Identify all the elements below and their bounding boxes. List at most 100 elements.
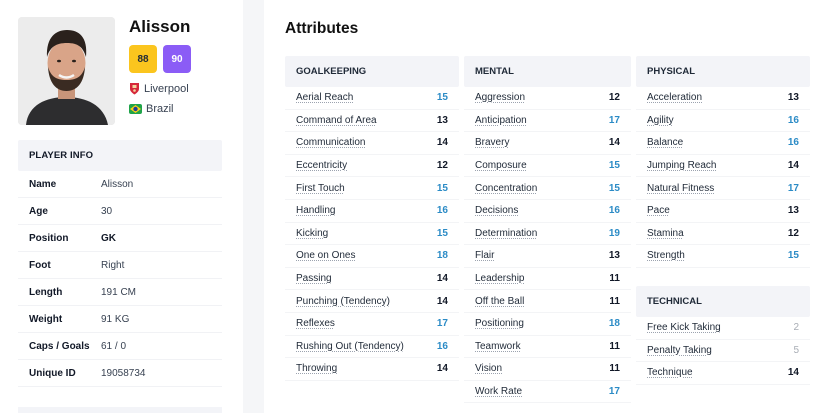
attribute-row[interactable]: Positioning 18	[464, 313, 631, 336]
attribute-row[interactable]: Off the Ball 11	[464, 290, 631, 313]
attribute-row[interactable]: Work Rate 17	[464, 381, 631, 404]
attribute-name-link[interactable]: Jumping Reach	[647, 160, 717, 172]
attribute-row[interactable]: Reflexes 17	[285, 313, 459, 336]
info-label: Unique ID	[29, 367, 76, 379]
attribute-name-link[interactable]: Positioning	[475, 318, 524, 330]
attribute-row[interactable]: Free Kick Taking 2	[636, 317, 810, 340]
attribute-name-link[interactable]: Balance	[647, 137, 684, 149]
attribute-name-link[interactable]: Acceleration	[647, 92, 703, 104]
attribute-name-link[interactable]: Agility	[647, 114, 674, 126]
attribute-name-link[interactable]: Anticipation	[475, 114, 527, 126]
info-row-age: Age 30	[18, 198, 222, 225]
attribute-row[interactable]: Decisions 16	[464, 200, 631, 223]
attribute-name-link[interactable]: Stamina	[647, 227, 684, 239]
attribute-row[interactable]: Passing 14	[285, 268, 459, 291]
attribute-name-link[interactable]: Vision	[475, 363, 503, 375]
info-row-weight: Weight 91 KG	[18, 306, 222, 333]
attribute-name-link[interactable]: First Touch	[296, 182, 345, 194]
attribute-name-link[interactable]: One on Ones	[296, 250, 356, 262]
attribute-value: 15	[436, 92, 448, 104]
attribute-row[interactable]: Handling 16	[285, 200, 459, 223]
attribute-value: 17	[436, 318, 448, 330]
attribute-name-link[interactable]: Concentration	[475, 182, 538, 194]
attribute-name-link[interactable]: Aggression	[475, 92, 526, 104]
attribute-name-link[interactable]: Leadership	[475, 273, 525, 285]
attribute-name-link[interactable]: Natural Fitness	[647, 182, 715, 194]
goalkeeping-column: GOALKEEPING Aerial Reach 15 Command of Are…	[285, 56, 459, 381]
attribute-name-link[interactable]: Flair	[475, 250, 495, 262]
attribute-name-link[interactable]: Bravery	[475, 137, 510, 149]
player-name: Alisson	[129, 17, 191, 36]
attribute-row[interactable]: Throwing 14	[285, 358, 459, 381]
attribute-name-link[interactable]: Pace	[647, 205, 670, 217]
attribute-name-link[interactable]: Penalty Taking	[647, 344, 712, 356]
attribute-row[interactable]: Anticipation 17	[464, 110, 631, 133]
attribute-row[interactable]: Teamwork 11	[464, 336, 631, 359]
attribute-name-link[interactable]: Work Rate	[475, 386, 523, 398]
attribute-name-link[interactable]: Strength	[647, 250, 685, 262]
attribute-name-link[interactable]: Punching (Tendency)	[296, 295, 390, 307]
physical-list: Acceleration 13 Agility 16 Balance 16 Jumping …	[636, 87, 810, 268]
technical-list: Free Kick Taking 2 Penalty Taking 5 Techniqu…	[636, 317, 810, 385]
attribute-name-link[interactable]: Aerial Reach	[296, 92, 354, 104]
attribute-name-link[interactable]: Decisions	[475, 205, 519, 217]
attribute-name-link[interactable]: Reflexes	[296, 318, 335, 330]
attribute-name-link[interactable]: Eccentricity	[296, 160, 348, 172]
attribute-row[interactable]: Vision 11	[464, 358, 631, 381]
attribute-name-link[interactable]: Communication	[296, 137, 366, 149]
attribute-name-link[interactable]: Teamwork	[475, 340, 521, 352]
attribute-value: 13	[787, 92, 799, 104]
info-label: Weight	[29, 313, 63, 325]
attribute-name-link[interactable]: Command of Area	[296, 114, 377, 126]
attribute-row[interactable]: Flair 13	[464, 245, 631, 268]
info-value: Alisson	[101, 178, 134, 190]
attribute-row[interactable]: Eccentricity 12	[285, 155, 459, 178]
attribute-row[interactable]: First Touch 15	[285, 177, 459, 200]
attribute-name-link[interactable]: Determination	[475, 227, 538, 239]
attribute-value: 15	[608, 160, 620, 172]
nation-link[interactable]: Brazil	[129, 103, 174, 115]
attribute-name-link[interactable]: Throwing	[296, 363, 338, 375]
attribute-name-link[interactable]: Free Kick Taking	[647, 322, 721, 334]
attribute-row[interactable]: Communication 14	[285, 132, 459, 155]
attribute-name-link[interactable]: Composure	[475, 160, 527, 172]
attribute-row[interactable]: Composure 15	[464, 155, 631, 178]
brazil-flag-icon	[129, 104, 142, 114]
attribute-row[interactable]: Balance 16	[636, 132, 810, 155]
attribute-row[interactable]: Concentration 15	[464, 177, 631, 200]
attribute-value: 13	[608, 250, 620, 262]
attribute-row[interactable]: One on Ones 18	[285, 245, 459, 268]
attribute-row[interactable]: Penalty Taking 5	[636, 340, 810, 363]
info-label: Position	[29, 232, 69, 244]
attribute-row[interactable]: Pace 13	[636, 200, 810, 223]
attribute-row[interactable]: Kicking 15	[285, 223, 459, 246]
attribute-name-link[interactable]: Off the Ball	[475, 295, 525, 307]
club-name: Liverpool	[144, 82, 189, 95]
attribute-row[interactable]: Acceleration 13	[636, 87, 810, 110]
attribute-name-link[interactable]: Rushing Out (Tendency)	[296, 340, 404, 352]
attribute-row[interactable]: Leadership 11	[464, 268, 631, 291]
attribute-name-link[interactable]: Technique	[647, 367, 693, 379]
info-value: 19058734	[101, 367, 146, 379]
attribute-name-link[interactable]: Kicking	[296, 227, 329, 239]
attribute-row[interactable]: Agility 16	[636, 110, 810, 133]
attribute-row[interactable]: Jumping Reach 14	[636, 155, 810, 178]
attribute-row[interactable]: Command of Area 13	[285, 110, 459, 133]
attribute-value: 15	[787, 250, 799, 262]
attribute-row[interactable]: Natural Fitness 17	[636, 177, 810, 200]
attribute-row[interactable]: Technique 14	[636, 362, 810, 385]
attribute-value: 17	[608, 114, 620, 126]
attribute-value: 17	[787, 182, 799, 194]
attribute-name-link[interactable]: Passing	[296, 273, 332, 285]
attribute-row[interactable]: Punching (Tendency) 14	[285, 290, 459, 313]
club-link[interactable]: Liverpool	[129, 82, 189, 95]
attribute-row[interactable]: Stamina 12	[636, 223, 810, 246]
attribute-row[interactable]: Bravery 14	[464, 132, 631, 155]
attribute-row[interactable]: Aggression 12	[464, 87, 631, 110]
attribute-name-link[interactable]: Handling	[296, 205, 336, 217]
next-section-header	[18, 407, 222, 413]
attribute-row[interactable]: Strength 15	[636, 245, 810, 268]
attribute-row[interactable]: Determination 19	[464, 223, 631, 246]
attribute-row[interactable]: Rushing Out (Tendency) 16	[285, 336, 459, 359]
attribute-row[interactable]: Aerial Reach 15	[285, 87, 459, 110]
